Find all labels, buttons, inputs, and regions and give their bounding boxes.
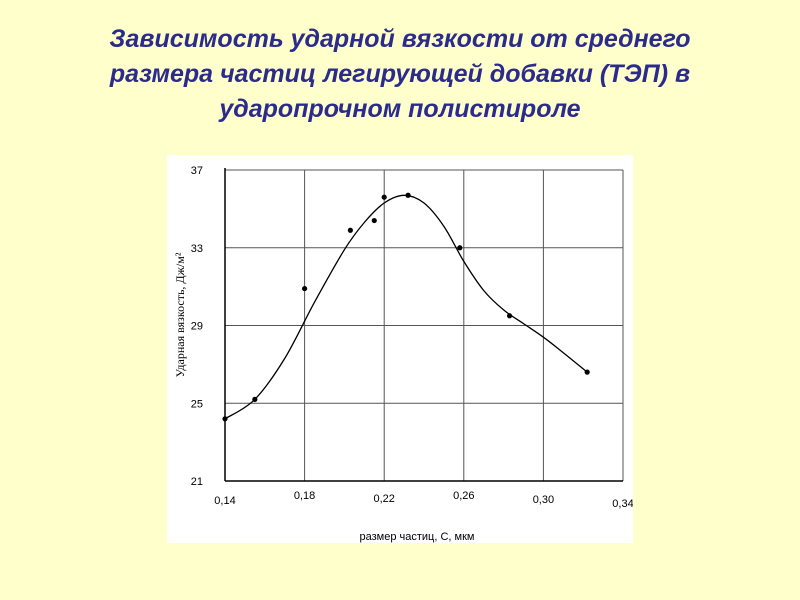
data-point [347,227,353,233]
tick-labels: 21 25 29 33 37 0,14 0,18 0,22 0,26 0,30 0,34 [191,165,633,510]
y-tick-label: 21 [191,476,203,488]
title-line-1: Зависимость ударной вязкости от среднего [109,25,691,53]
x-tick-label: 0,14 [214,495,235,507]
x-tick-label: 0,26 [453,490,474,502]
grid [225,169,624,481]
data-point [371,217,377,224]
data-point [457,245,463,251]
x-tick-label: 0,18 [294,490,315,502]
chart-panel: 21 25 29 33 37 0,14 0,18 0,22 0,26 0,30 0,34 разме… [167,155,633,543]
data-point [506,313,513,319]
impact-strength-chart: 21 25 29 33 37 0,14 0,18 0,22 0,26 0,30 0,34 разме… [173,165,633,543]
data-point [381,194,387,200]
x-tick-label: 0,22 [373,493,394,505]
title-line-3: ударопрочном полистироле [219,95,581,123]
title-line-2: размера частиц легирующей добавки (ТЭП) … [109,60,691,88]
data-point [252,396,258,402]
x-tick-label: 0,30 [533,494,554,506]
data-point [405,192,411,198]
y-axis-label: Ударная вязкость, Дж/м² [173,252,187,377]
y-tick-label: 29 [191,321,203,333]
fit-curve-path [224,194,588,420]
y-tick-label: 25 [191,398,203,410]
slide-title: Зависимость ударной вязкости от среднего… [20,22,780,127]
data-point [222,416,228,422]
x-axis-label: размер частиц, С, мкм [360,531,475,543]
y-tick-label: 33 [191,243,203,255]
data-point [302,285,308,292]
y-tick-label: 37 [191,165,203,177]
axes [224,168,623,482]
x-tick-label: 0,34 [612,498,633,510]
data-point [584,369,590,375]
data-points [222,192,590,422]
fit-curve [224,194,588,420]
